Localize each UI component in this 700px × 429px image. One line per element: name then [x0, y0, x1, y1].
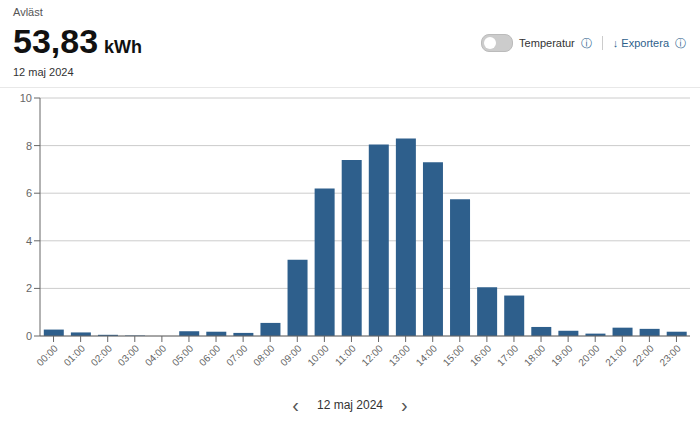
- svg-text:01:00: 01:00: [62, 342, 88, 368]
- svg-text:06:00: 06:00: [197, 342, 223, 368]
- svg-text:16:00: 16:00: [468, 342, 494, 368]
- svg-text:10:00: 10:00: [305, 342, 331, 368]
- svg-text:12:00: 12:00: [359, 342, 385, 368]
- svg-text:8: 8: [26, 140, 32, 152]
- svg-text:13:00: 13:00: [387, 342, 413, 368]
- html-text:53,83 kWh: 53,83 kWh: [13, 22, 143, 60]
- svg-text:19:00: 19:00: [549, 342, 575, 368]
- svg-text:02:00: 02:00: [89, 342, 115, 368]
- svg-text:2: 2: [26, 282, 32, 294]
- html-text:↓ Exportera: ↓ Exportera: [612, 37, 669, 49]
- svg-text:00:00: 00:00: [34, 342, 60, 368]
- svg-text:22:00: 22:00: [630, 342, 656, 368]
- svg-text:09:00: 09:00: [278, 342, 304, 368]
- svg-text:04:00: 04:00: [143, 342, 169, 368]
- svg-text:4: 4: [26, 235, 32, 247]
- html-text:Temperatur: Temperatur: [519, 37, 575, 49]
- svg-text:20:00: 20:00: [576, 342, 602, 368]
- svg-text:15:00: 15:00: [441, 342, 467, 368]
- svg-text:23:00: 23:00: [657, 342, 683, 368]
- svg-text:03:00: 03:00: [116, 342, 142, 368]
- svg-text:11:00: 11:00: [333, 342, 358, 367]
- svg-text:10: 10: [20, 92, 32, 104]
- svg-text:17:00: 17:00: [495, 342, 521, 368]
- svg-text:0: 0: [26, 330, 32, 342]
- svg-text:18:00: 18:00: [522, 342, 548, 368]
- svg-text:6: 6: [26, 187, 32, 199]
- html-text:12 maj 2024: 12 maj 2024: [13, 66, 74, 78]
- svg-text:21:00: 21:00: [603, 342, 629, 368]
- svg-text:07:00: 07:00: [224, 342, 250, 368]
- svg-text:05:00: 05:00: [170, 342, 196, 368]
- svg-text:14:00: 14:00: [414, 342, 440, 368]
- svg-text:08:00: 08:00: [251, 342, 277, 368]
- html-text:Avläst: Avläst: [13, 6, 43, 18]
- html-text:12 maj 2024: 12 maj 2024: [317, 398, 383, 412]
